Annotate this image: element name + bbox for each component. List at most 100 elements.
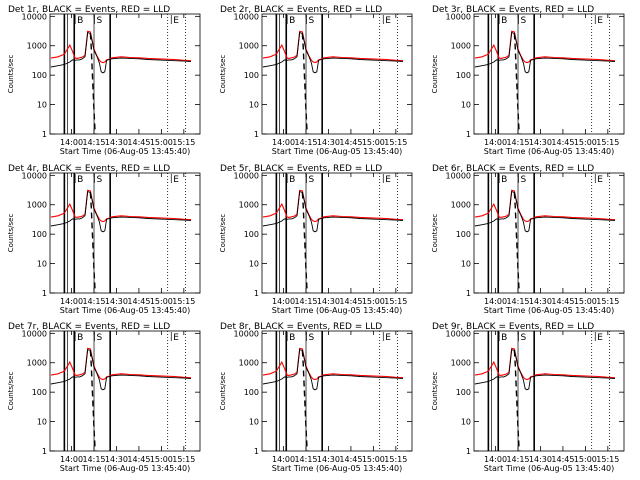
x-tick-label: 15:00 bbox=[150, 455, 173, 464]
series-line-lld bbox=[50, 347, 192, 381]
y-tick-label: 10000 bbox=[234, 329, 259, 338]
y-tick-label: 1000 bbox=[239, 359, 259, 368]
y-tick-label: 10000 bbox=[22, 329, 47, 338]
x-tick-label: 14:45 bbox=[339, 297, 362, 306]
x-tick-label: 14:30 bbox=[529, 297, 552, 306]
x-tick-label: 14:30 bbox=[529, 138, 552, 147]
y-axis-label: Counts/sec bbox=[431, 372, 439, 411]
chart-title: Det 9r, BLACK = Events, RED = LLD bbox=[432, 322, 594, 332]
y-tick-label: 1 bbox=[466, 289, 471, 298]
series-line-lld bbox=[262, 189, 404, 223]
plot-area bbox=[474, 14, 616, 134]
x-axis-label: Start Time (06-Aug-05 13:45:40) bbox=[60, 306, 191, 315]
marker-label: E bbox=[385, 333, 391, 343]
y-tick-label: 10000 bbox=[446, 12, 471, 21]
y-tick-label: 10 bbox=[249, 418, 259, 427]
chart-panel-8: 1 10 100 1000 10000 14:00 14:15 14:30 14:45 15:00… bbox=[219, 322, 413, 473]
marker-label: S bbox=[96, 175, 102, 185]
y-tick-label: 1 bbox=[254, 447, 259, 456]
x-tick-label: 15:15 bbox=[172, 455, 195, 464]
x-tick-label: 14:00 bbox=[60, 455, 83, 464]
y-tick-label: 100 bbox=[32, 388, 47, 397]
marker-label: E bbox=[173, 175, 179, 185]
x-tick-label: 14:30 bbox=[317, 297, 340, 306]
chart-title: Det 4r, BLACK = Events, RED = LLD bbox=[8, 164, 170, 174]
x-tick-label: 14:00 bbox=[272, 138, 295, 147]
chart-title: Det 7r, BLACK = Events, RED = LLD bbox=[8, 322, 170, 332]
x-axis-label: Start Time (06-Aug-05 13:45:40) bbox=[484, 147, 615, 156]
series-line-events bbox=[50, 348, 192, 391]
y-tick-label: 1000 bbox=[239, 201, 259, 210]
series-line-dropout bbox=[301, 350, 309, 451]
series-line-lld bbox=[474, 189, 616, 223]
y-tick-label: 1000 bbox=[451, 42, 471, 51]
y-axis-label: Counts/sec bbox=[7, 214, 15, 253]
marker-label: B bbox=[289, 333, 295, 343]
marker-label: E bbox=[385, 16, 391, 26]
chart-title: Det 1r, BLACK = Events, RED = LLD bbox=[8, 5, 170, 15]
y-tick-label: 1000 bbox=[239, 42, 259, 51]
marker-label: B bbox=[77, 16, 83, 26]
x-tick-label: 14:00 bbox=[272, 297, 295, 306]
x-tick-label: 15:15 bbox=[596, 455, 619, 464]
y-tick-label: 1 bbox=[254, 289, 259, 298]
y-axis-label: Counts/sec bbox=[431, 55, 439, 94]
y-tick-label: 1 bbox=[254, 130, 259, 139]
x-tick-label: 15:15 bbox=[384, 297, 407, 306]
y-tick-label: 1000 bbox=[451, 359, 471, 368]
y-tick-label: 100 bbox=[32, 230, 47, 239]
plot-area bbox=[262, 331, 404, 451]
y-tick-label: 10000 bbox=[22, 12, 47, 21]
x-tick-label: 14:15 bbox=[82, 297, 105, 306]
y-tick-label: 100 bbox=[32, 71, 47, 80]
y-tick-label: 100 bbox=[244, 230, 259, 239]
plot-area bbox=[50, 173, 192, 293]
x-tick-label: 14:30 bbox=[529, 455, 552, 464]
x-tick-label: 14:30 bbox=[105, 297, 128, 306]
y-tick-label: 10 bbox=[37, 101, 47, 110]
x-tick-label: 14:30 bbox=[317, 455, 340, 464]
x-axis-label: Start Time (06-Aug-05 13:45:40) bbox=[60, 147, 191, 156]
x-tick-label: 15:00 bbox=[362, 297, 385, 306]
y-tick-label: 10 bbox=[37, 260, 47, 269]
x-tick-label: 14:45 bbox=[551, 297, 574, 306]
series-line-events bbox=[262, 348, 404, 391]
series-line-dropout bbox=[301, 192, 309, 293]
x-tick-label: 14:00 bbox=[60, 138, 83, 147]
marker-label: E bbox=[597, 175, 603, 185]
y-tick-label: 100 bbox=[456, 71, 471, 80]
marker-label: B bbox=[77, 175, 83, 185]
y-tick-label: 1 bbox=[42, 447, 47, 456]
series-line-lld bbox=[50, 30, 192, 64]
x-axis-label: Start Time (06-Aug-05 13:45:40) bbox=[272, 464, 403, 473]
y-tick-label: 1 bbox=[42, 130, 47, 139]
plot-frame bbox=[473, 172, 625, 294]
series-line-dropout bbox=[513, 33, 521, 134]
x-tick-label: 14:30 bbox=[105, 455, 128, 464]
y-tick-label: 1000 bbox=[27, 201, 47, 210]
plot-area bbox=[262, 14, 404, 134]
chart-title: Det 8r, BLACK = Events, RED = LLD bbox=[220, 322, 382, 332]
plot-area bbox=[50, 331, 192, 451]
y-tick-label: 1000 bbox=[27, 42, 47, 51]
plot-frame bbox=[473, 330, 625, 452]
y-tick-label: 10 bbox=[37, 418, 47, 427]
marker-label: E bbox=[385, 175, 391, 185]
x-tick-label: 15:15 bbox=[172, 297, 195, 306]
series-line-events bbox=[50, 190, 192, 233]
series-line-dropout bbox=[513, 350, 521, 451]
x-tick-label: 15:00 bbox=[150, 138, 173, 147]
plot-frame bbox=[473, 13, 625, 135]
x-tick-label: 15:15 bbox=[596, 297, 619, 306]
marker-label: B bbox=[501, 175, 507, 185]
x-tick-label: 14:45 bbox=[551, 455, 574, 464]
series-line-events bbox=[262, 31, 404, 74]
x-tick-label: 14:45 bbox=[551, 138, 574, 147]
marker-label: S bbox=[96, 333, 102, 343]
x-tick-label: 14:15 bbox=[82, 455, 105, 464]
y-tick-label: 10 bbox=[461, 418, 471, 427]
x-axis-label: Start Time (06-Aug-05 13:45:40) bbox=[484, 306, 615, 315]
x-tick-label: 14:15 bbox=[294, 297, 317, 306]
plot-frame bbox=[261, 172, 413, 294]
series-line-lld bbox=[474, 30, 616, 64]
